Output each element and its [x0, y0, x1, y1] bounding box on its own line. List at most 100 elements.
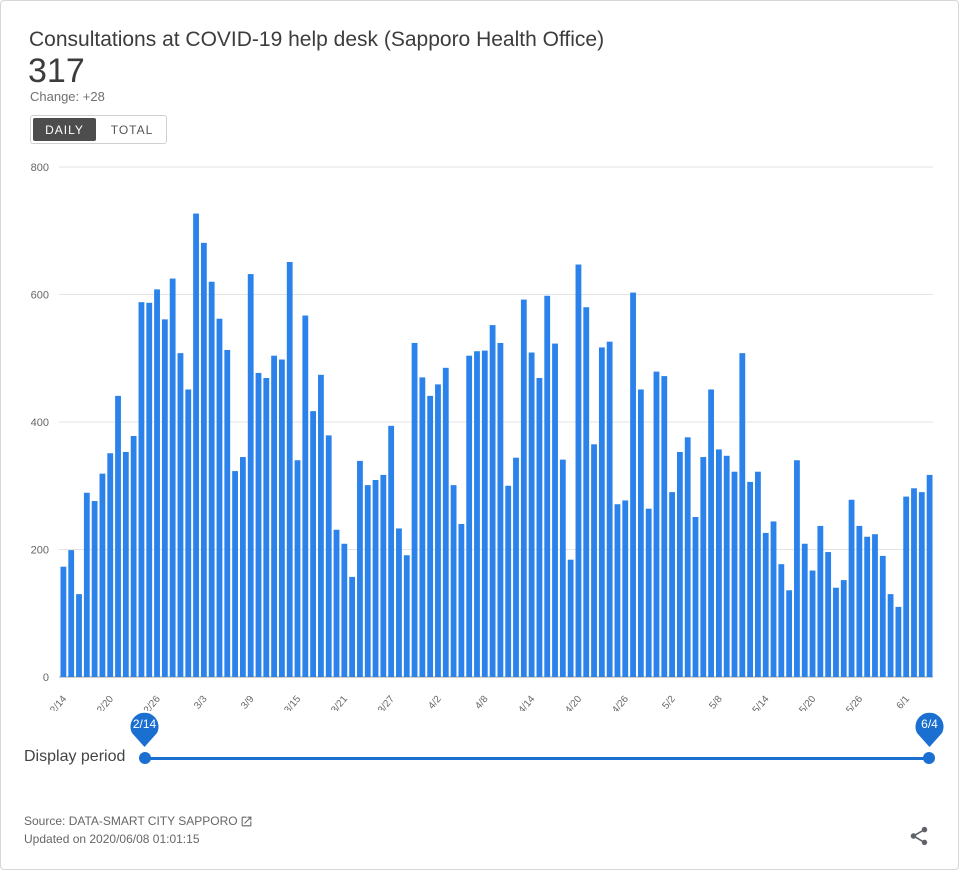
- bar[interactable]: [286, 261, 293, 677]
- bar[interactable]: [879, 555, 886, 677]
- bar[interactable]: [637, 389, 644, 677]
- bar[interactable]: [552, 343, 558, 677]
- bar[interactable]: [130, 436, 137, 677]
- bar[interactable]: [388, 425, 395, 677]
- bar[interactable]: [575, 264, 582, 677]
- bar[interactable]: [723, 455, 730, 677]
- bar[interactable]: [544, 295, 551, 677]
- bar[interactable]: [622, 500, 629, 677]
- daily-button[interactable]: DAILY: [33, 118, 96, 141]
- bar[interactable]: [840, 580, 847, 677]
- bar[interactable]: [833, 587, 839, 677]
- bar[interactable]: [60, 566, 67, 677]
- bar[interactable]: [279, 359, 285, 677]
- bar[interactable]: [427, 395, 434, 677]
- bar[interactable]: [583, 307, 590, 677]
- bar[interactable]: [115, 395, 121, 677]
- bar[interactable]: [684, 437, 691, 677]
- bar[interactable]: [887, 594, 894, 677]
- bar[interactable]: [536, 378, 543, 677]
- bar[interactable]: [708, 389, 714, 677]
- bar[interactable]: [591, 444, 597, 677]
- bar[interactable]: [926, 474, 933, 677]
- bar[interactable]: [380, 474, 387, 677]
- bar[interactable]: [653, 371, 660, 677]
- bar[interactable]: [107, 453, 114, 677]
- bar[interactable]: [208, 281, 215, 677]
- bar[interactable]: [419, 377, 426, 677]
- bar[interactable]: [263, 378, 270, 677]
- bar[interactable]: [122, 451, 129, 677]
- bar[interactable]: [435, 384, 441, 677]
- period-slider-track[interactable]: [145, 757, 929, 760]
- bar[interactable]: [809, 570, 816, 677]
- bar[interactable]: [497, 342, 504, 677]
- bar[interactable]: [567, 559, 574, 677]
- share-icon[interactable]: [908, 825, 930, 847]
- bar[interactable]: [825, 552, 832, 677]
- bar[interactable]: [731, 471, 738, 677]
- bar[interactable]: [481, 350, 488, 677]
- bar[interactable]: [68, 550, 75, 677]
- bar[interactable]: [606, 341, 613, 677]
- bar[interactable]: [372, 480, 379, 677]
- bar[interactable]: [185, 389, 192, 677]
- bar[interactable]: [747, 481, 754, 677]
- bar[interactable]: [716, 449, 722, 677]
- bar[interactable]: [755, 471, 761, 677]
- bar[interactable]: [848, 499, 855, 677]
- bar[interactable]: [200, 242, 207, 678]
- bar[interactable]: [364, 485, 371, 677]
- bar[interactable]: [676, 451, 683, 677]
- bar[interactable]: [817, 525, 824, 677]
- bar[interactable]: [918, 492, 925, 677]
- bar[interactable]: [505, 485, 512, 677]
- bar[interactable]: [770, 521, 777, 677]
- start-slider-handle[interactable]: [139, 752, 151, 764]
- bar[interactable]: [466, 355, 473, 677]
- bar[interactable]: [318, 374, 324, 677]
- bar[interactable]: [333, 529, 340, 677]
- bar[interactable]: [856, 525, 863, 677]
- bar[interactable]: [177, 353, 184, 677]
- bar[interactable]: [661, 376, 668, 677]
- bar[interactable]: [161, 319, 168, 677]
- bar[interactable]: [786, 590, 793, 677]
- bar[interactable]: [801, 543, 808, 677]
- bar[interactable]: [692, 516, 699, 677]
- bar[interactable]: [911, 488, 917, 677]
- bar[interactable]: [239, 457, 246, 677]
- bar[interactable]: [528, 352, 535, 677]
- bar[interactable]: [700, 457, 707, 677]
- bar[interactable]: [513, 457, 519, 677]
- bar[interactable]: [83, 492, 90, 677]
- bar[interactable]: [794, 460, 800, 677]
- bar[interactable]: [442, 367, 449, 677]
- bar[interactable]: [645, 508, 652, 677]
- source-link[interactable]: Source: DATA-SMART CITY SAPPORO: [24, 814, 253, 828]
- bar[interactable]: [396, 528, 402, 677]
- end-slider-handle[interactable]: [923, 752, 935, 764]
- bar[interactable]: [138, 302, 145, 677]
- bar[interactable]: [895, 606, 902, 677]
- bar[interactable]: [630, 292, 636, 677]
- bar[interactable]: [598, 347, 605, 677]
- bar[interactable]: [903, 496, 910, 677]
- bar[interactable]: [403, 555, 410, 677]
- bar[interactable]: [520, 299, 527, 677]
- bar[interactable]: [193, 213, 199, 677]
- bar[interactable]: [458, 524, 465, 677]
- bar[interactable]: [310, 411, 317, 677]
- bar[interactable]: [302, 315, 309, 677]
- bar[interactable]: [169, 278, 176, 677]
- bar[interactable]: [762, 532, 769, 677]
- bar[interactable]: [325, 435, 332, 677]
- bar[interactable]: [739, 353, 746, 677]
- bar[interactable]: [489, 325, 496, 677]
- bar[interactable]: [271, 355, 277, 677]
- bar[interactable]: [614, 504, 621, 677]
- bar[interactable]: [357, 460, 363, 677]
- bar[interactable]: [146, 302, 153, 677]
- bar[interactable]: [91, 501, 98, 677]
- bar[interactable]: [864, 536, 871, 677]
